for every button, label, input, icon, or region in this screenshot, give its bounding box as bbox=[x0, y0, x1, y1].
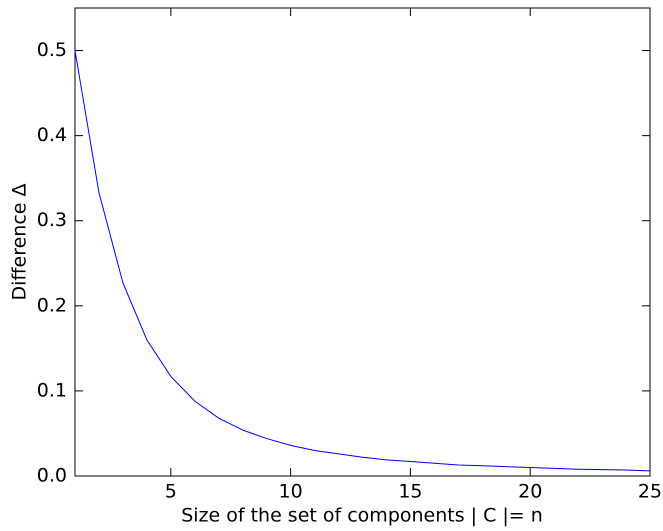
y-axis-label: Difference Δ bbox=[9, 184, 31, 301]
y-tick-label: 0.3 bbox=[37, 209, 67, 231]
y-tick-label: 0.5 bbox=[37, 39, 67, 61]
y-tick-label: 0.0 bbox=[37, 465, 67, 487]
y-tick-label: 0.1 bbox=[37, 379, 67, 401]
plot-frame bbox=[74, 7, 651, 477]
data-line bbox=[74, 50, 651, 472]
x-tick-label: 15 bbox=[398, 481, 422, 503]
x-tick-label: 10 bbox=[279, 481, 303, 503]
x-tick-label: 20 bbox=[518, 481, 542, 503]
x-axis-label: Size of the set of components | C |= n bbox=[181, 505, 543, 527]
x-tick-label: 5 bbox=[165, 481, 177, 503]
x-tick-label: 25 bbox=[638, 481, 662, 503]
y-tick-label: 0.2 bbox=[37, 294, 67, 316]
y-tick-label: 0.4 bbox=[37, 124, 67, 146]
